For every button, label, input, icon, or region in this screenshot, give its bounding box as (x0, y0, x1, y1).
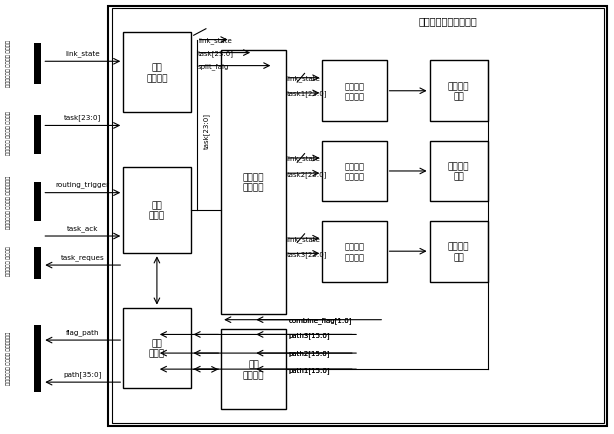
FancyBboxPatch shape (221, 329, 286, 410)
Text: 故障
管理模块: 故障 管理模块 (146, 63, 168, 83)
FancyBboxPatch shape (123, 308, 190, 388)
Text: combine_flag[1:0]: combine_flag[1:0] (289, 316, 352, 323)
Text: link_state: link_state (287, 75, 321, 82)
FancyBboxPatch shape (34, 247, 41, 280)
FancyBboxPatch shape (322, 221, 387, 282)
Text: link_state: link_state (287, 155, 321, 162)
Text: 节点序列
记录模块: 节点序列 记录模块 (344, 82, 365, 101)
Text: task[23:0]: task[23:0] (198, 50, 234, 57)
Text: task3[23:0]: task3[23:0] (287, 250, 327, 257)
FancyBboxPatch shape (108, 7, 607, 425)
Text: task1[23:0]: task1[23:0] (287, 90, 327, 97)
FancyBboxPatch shape (430, 61, 488, 122)
Text: task_ack: task_ack (67, 224, 98, 231)
Text: 通信任务
管理模块: 通信任务 管理模块 (243, 173, 264, 192)
Text: 路径映射
模块: 路径映射 模块 (448, 82, 469, 101)
Text: 输入控制模块 输入总线 输出总线: 输入控制模块 输入总线 输出总线 (6, 40, 10, 87)
Text: 动态路径分配算法模块: 动态路径分配算法模块 (419, 16, 477, 26)
Text: 发送
控制器: 发送 控制器 (149, 338, 165, 358)
Text: path[35:0]: path[35:0] (64, 370, 102, 377)
Text: 路径
管理模块: 路径 管理模块 (243, 360, 264, 379)
FancyBboxPatch shape (430, 221, 488, 282)
Text: task[23:0]: task[23:0] (203, 112, 209, 148)
FancyBboxPatch shape (34, 182, 41, 221)
FancyBboxPatch shape (123, 167, 190, 254)
FancyBboxPatch shape (34, 44, 41, 85)
Text: link_state: link_state (198, 37, 231, 44)
FancyBboxPatch shape (430, 141, 488, 202)
Text: routing_trigger: routing_trigger (56, 181, 110, 188)
Text: 路径映射
模块: 路径映射 模块 (448, 162, 469, 181)
Text: 通信任务表 通信任务 输出总线: 通信任务表 通信任务 输出总线 (6, 111, 10, 155)
Text: 节点序列
记录模块: 节点序列 记录模块 (344, 242, 365, 261)
Text: task[23:0]: task[23:0] (64, 114, 101, 121)
Text: task_reques: task_reques (61, 253, 104, 260)
FancyBboxPatch shape (123, 33, 190, 113)
Text: 接收
控制器: 接收 控制器 (149, 201, 165, 220)
Text: flag_path: flag_path (66, 329, 99, 335)
Text: path1[15:0]: path1[15:0] (289, 366, 330, 373)
Text: path3[15:0]: path3[15:0] (289, 331, 330, 338)
FancyBboxPatch shape (34, 325, 41, 392)
Text: 路径映射
模块: 路径映射 模块 (448, 242, 469, 261)
FancyBboxPatch shape (322, 141, 387, 202)
Text: 通信任务表 输出总线: 通信任务表 输出总线 (6, 245, 10, 275)
FancyBboxPatch shape (221, 50, 286, 314)
Text: 状态采集模块 状态总线 状态输出总线: 状态采集模块 状态总线 状态输出总线 (6, 175, 10, 228)
Text: path2[15:0]: path2[15:0] (289, 350, 330, 357)
FancyBboxPatch shape (322, 61, 387, 122)
Text: link_state: link_state (287, 235, 321, 242)
Text: combine_flag[1:0]: combine_flag[1:0] (289, 316, 352, 323)
Text: task2[23:0]: task2[23:0] (287, 171, 327, 177)
Text: path3[15:0]: path3[15:0] (289, 331, 330, 338)
Text: link_state: link_state (66, 50, 100, 57)
Text: split_falg: split_falg (198, 63, 230, 70)
Text: path1[15:0]: path1[15:0] (289, 366, 330, 373)
Text: 输出控制模块 数据总线 数据输出总线: 输出控制模块 数据总线 数据输出总线 (6, 331, 10, 384)
FancyBboxPatch shape (34, 115, 41, 154)
Text: path2[15:0]: path2[15:0] (289, 350, 330, 357)
Text: 节点序列
记录模块: 节点序列 记录模块 (344, 162, 365, 181)
